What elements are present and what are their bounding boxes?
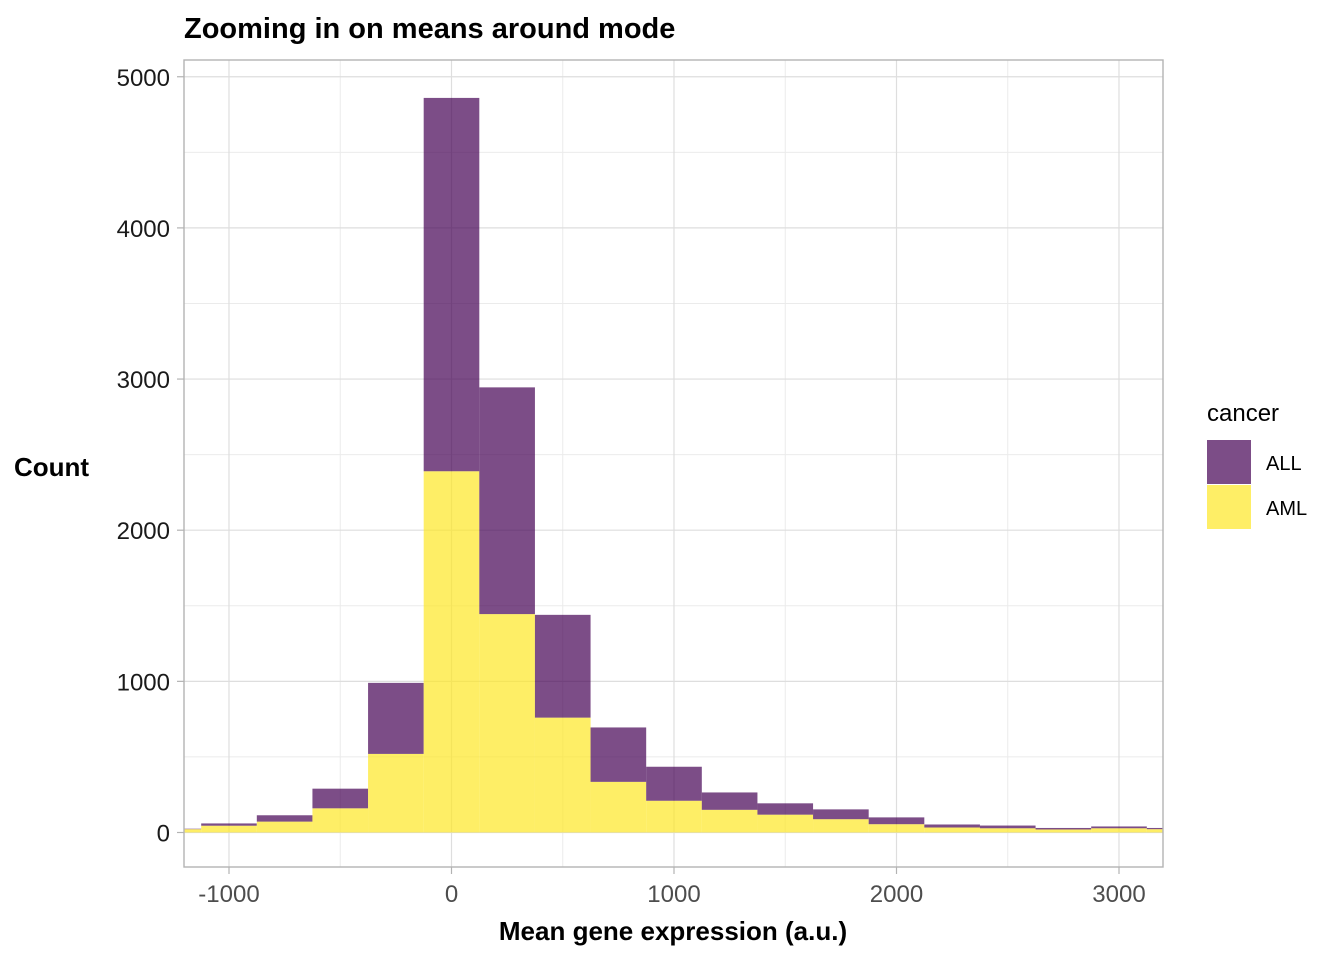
x-axis-title: Mean gene expression (a.u.) [499, 916, 847, 946]
legend-label-aml: AML [1266, 498, 1307, 520]
bar-all [924, 824, 980, 828]
bars-group [184, 97, 1163, 833]
bar-aml [1146, 829, 1163, 833]
bar-all [423, 97, 480, 472]
bar-all [1146, 827, 1163, 830]
legend-label-all: ALL [1266, 453, 1302, 475]
bar-aml [979, 828, 1036, 833]
bar-all [1035, 827, 1092, 830]
bar-all [312, 788, 369, 809]
chart-title: Zooming in on means around mode [184, 13, 675, 45]
bar-aml [201, 825, 257, 833]
y-tick-label: 4000 [117, 216, 170, 243]
legend-key-aml [1207, 485, 1251, 529]
legend: cancer ALL AML [1207, 400, 1307, 529]
bar-all [534, 614, 591, 718]
bar-all [1091, 826, 1147, 829]
bar-aml [757, 814, 814, 833]
bar-aml [1091, 828, 1147, 833]
x-tick-label: -1000 [198, 881, 259, 908]
bar-all [368, 682, 424, 754]
x-tick-label: 1000 [647, 881, 700, 908]
bar-aml [701, 809, 758, 833]
bar-aml [813, 819, 869, 833]
y-tick-label: 2000 [117, 518, 170, 545]
bar-aml [479, 614, 535, 833]
bar-all [479, 387, 535, 615]
legend-key-all [1207, 440, 1251, 484]
legend-title: cancer [1207, 400, 1279, 427]
x-tick-label: 0 [445, 881, 458, 908]
plot-area [183, 59, 1164, 868]
y-tick-label: 1000 [117, 669, 170, 696]
bar-aml [868, 824, 925, 833]
bar-all [646, 766, 702, 801]
bar-all [590, 727, 647, 782]
bar-all [868, 817, 925, 825]
bar-all [757, 803, 814, 815]
bar-aml [256, 821, 313, 833]
y-tick-label: 5000 [117, 65, 170, 92]
x-tick-label: 2000 [870, 881, 923, 908]
y-tick-label: 0 [157, 821, 170, 848]
bar-aml [1035, 829, 1092, 833]
bar-aml [368, 753, 424, 833]
bar-aml [590, 781, 647, 833]
y-tick-label: 3000 [117, 367, 170, 394]
bar-aml [646, 800, 702, 833]
bar-all [701, 792, 758, 810]
bar-aml [423, 471, 480, 833]
y-axis-title: Count [14, 452, 89, 482]
bar-all [256, 815, 313, 822]
bar-aml [312, 808, 369, 833]
bar-aml [924, 827, 980, 833]
bar-aml [184, 829, 202, 833]
bar-all [813, 809, 869, 820]
bar-aml [534, 717, 591, 833]
bar-all [979, 825, 1036, 829]
x-tick-label: 3000 [1092, 881, 1145, 908]
bar-all [201, 823, 257, 826]
